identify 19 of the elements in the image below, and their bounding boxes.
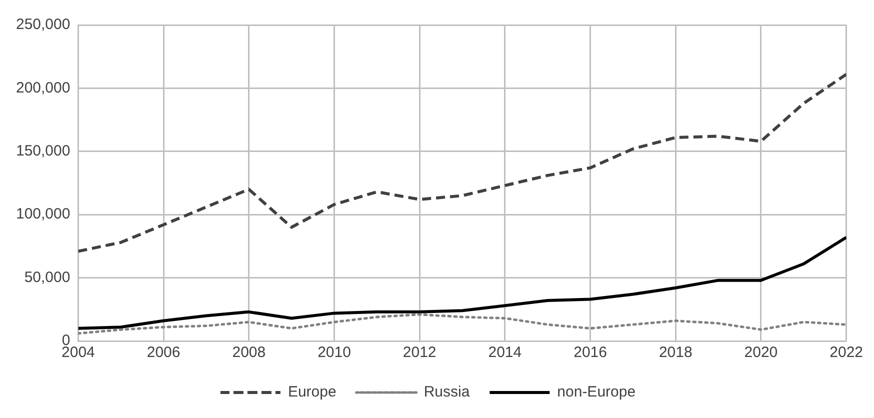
y-tick-label: 200,000: [16, 79, 70, 96]
line-series: [78, 72, 846, 253]
line-series: [78, 313, 846, 335]
y-tick-label: 100,000: [16, 206, 70, 223]
x-tick-label: 2014: [488, 344, 522, 362]
x-tick-label: 2010: [318, 344, 351, 362]
y-tick-label: 50,000: [24, 268, 70, 286]
y-tick-label: 250,000: [16, 16, 70, 34]
x-tick-label: 2016: [574, 344, 607, 362]
x-tick-label: 2018: [658, 344, 692, 362]
y-tick-label: 150,000: [16, 142, 70, 160]
legend-label: Russia: [424, 384, 470, 401]
x-tick-label: 2012: [402, 344, 436, 362]
x-tick-label: 2008: [232, 344, 266, 362]
legend-label: Europe: [288, 384, 336, 401]
legend-label: non-Europe: [557, 384, 636, 401]
x-tick-label: 2022: [830, 344, 864, 362]
x-tick-label: 2020: [744, 344, 778, 362]
x-tick-label: 2006: [146, 344, 180, 362]
